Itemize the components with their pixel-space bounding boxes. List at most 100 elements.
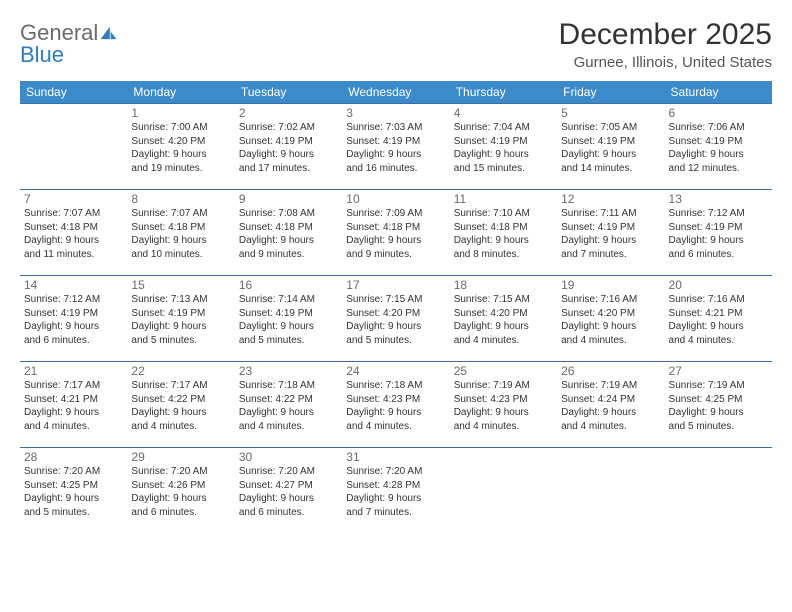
daylight-text-2: and 5 minutes. — [669, 420, 768, 434]
daylight-text-2: and 4 minutes. — [24, 420, 123, 434]
sunset-text: Sunset: 4:22 PM — [131, 393, 230, 407]
day-info: Sunrise: 7:07 AMSunset: 4:18 PMDaylight:… — [131, 207, 230, 261]
sunset-text: Sunset: 4:18 PM — [131, 221, 230, 235]
sunset-text: Sunset: 4:19 PM — [669, 221, 768, 235]
sunset-text: Sunset: 4:20 PM — [454, 307, 553, 321]
sunset-text: Sunset: 4:18 PM — [454, 221, 553, 235]
sunrise-text: Sunrise: 7:20 AM — [24, 465, 123, 479]
day-info: Sunrise: 7:16 AMSunset: 4:20 PMDaylight:… — [561, 293, 660, 347]
day-number: 17 — [346, 278, 445, 292]
sunset-text: Sunset: 4:18 PM — [346, 221, 445, 235]
calendar-day-cell: 15Sunrise: 7:13 AMSunset: 4:19 PMDayligh… — [127, 276, 234, 362]
day-number: 9 — [239, 192, 338, 206]
daylight-text-2: and 7 minutes. — [561, 248, 660, 262]
daylight-text-1: Daylight: 9 hours — [346, 234, 445, 248]
day-info: Sunrise: 7:05 AMSunset: 4:19 PMDaylight:… — [561, 121, 660, 175]
calendar-day-cell: 26Sunrise: 7:19 AMSunset: 4:24 PMDayligh… — [557, 362, 664, 448]
sunrise-text: Sunrise: 7:20 AM — [131, 465, 230, 479]
day-number: 12 — [561, 192, 660, 206]
sunset-text: Sunset: 4:20 PM — [346, 307, 445, 321]
day-number: 14 — [24, 278, 123, 292]
sunrise-text: Sunrise: 7:17 AM — [131, 379, 230, 393]
sunrise-text: Sunrise: 7:15 AM — [346, 293, 445, 307]
daylight-text-2: and 11 minutes. — [24, 248, 123, 262]
day-number: 6 — [669, 106, 768, 120]
sunrise-text: Sunrise: 7:06 AM — [669, 121, 768, 135]
calendar-day-cell: 14Sunrise: 7:12 AMSunset: 4:19 PMDayligh… — [20, 276, 127, 362]
sunset-text: Sunset: 4:19 PM — [131, 307, 230, 321]
day-info: Sunrise: 7:19 AMSunset: 4:25 PMDaylight:… — [669, 379, 768, 433]
calendar-empty-cell — [20, 104, 127, 190]
day-number: 4 — [454, 106, 553, 120]
day-info: Sunrise: 7:20 AMSunset: 4:27 PMDaylight:… — [239, 465, 338, 519]
calendar-day-cell: 3Sunrise: 7:03 AMSunset: 4:19 PMDaylight… — [342, 104, 449, 190]
daylight-text-1: Daylight: 9 hours — [239, 234, 338, 248]
daylight-text-2: and 4 minutes. — [561, 334, 660, 348]
calendar-day-cell: 20Sunrise: 7:16 AMSunset: 4:21 PMDayligh… — [665, 276, 772, 362]
sunrise-text: Sunrise: 7:05 AM — [561, 121, 660, 135]
day-number: 21 — [24, 364, 123, 378]
calendar-day-cell: 12Sunrise: 7:11 AMSunset: 4:19 PMDayligh… — [557, 190, 664, 276]
daylight-text-1: Daylight: 9 hours — [561, 234, 660, 248]
sunset-text: Sunset: 4:19 PM — [239, 135, 338, 149]
daylight-text-2: and 15 minutes. — [454, 162, 553, 176]
sunrise-text: Sunrise: 7:00 AM — [131, 121, 230, 135]
daylight-text-2: and 8 minutes. — [454, 248, 553, 262]
daylight-text-2: and 6 minutes. — [239, 506, 338, 520]
day-info: Sunrise: 7:16 AMSunset: 4:21 PMDaylight:… — [669, 293, 768, 347]
daylight-text-1: Daylight: 9 hours — [131, 234, 230, 248]
calendar-body: 1Sunrise: 7:00 AMSunset: 4:20 PMDaylight… — [20, 104, 772, 534]
daylight-text-1: Daylight: 9 hours — [454, 234, 553, 248]
sunset-text: Sunset: 4:19 PM — [346, 135, 445, 149]
daylight-text-1: Daylight: 9 hours — [24, 320, 123, 334]
daylight-text-1: Daylight: 9 hours — [669, 148, 768, 162]
sunrise-text: Sunrise: 7:12 AM — [669, 207, 768, 221]
day-info: Sunrise: 7:11 AMSunset: 4:19 PMDaylight:… — [561, 207, 660, 261]
day-number: 7 — [24, 192, 123, 206]
daylight-text-1: Daylight: 9 hours — [239, 406, 338, 420]
daylight-text-2: and 5 minutes. — [346, 334, 445, 348]
day-info: Sunrise: 7:17 AMSunset: 4:21 PMDaylight:… — [24, 379, 123, 433]
calendar-day-cell: 24Sunrise: 7:18 AMSunset: 4:23 PMDayligh… — [342, 362, 449, 448]
calendar-empty-cell — [665, 448, 772, 534]
sunrise-text: Sunrise: 7:20 AM — [346, 465, 445, 479]
sunset-text: Sunset: 4:21 PM — [669, 307, 768, 321]
daylight-text-1: Daylight: 9 hours — [561, 406, 660, 420]
day-info: Sunrise: 7:12 AMSunset: 4:19 PMDaylight:… — [669, 207, 768, 261]
calendar-day-cell: 21Sunrise: 7:17 AMSunset: 4:21 PMDayligh… — [20, 362, 127, 448]
daylight-text-1: Daylight: 9 hours — [239, 320, 338, 334]
daylight-text-2: and 5 minutes. — [24, 506, 123, 520]
sunset-text: Sunset: 4:27 PM — [239, 479, 338, 493]
calendar-week-row: 7Sunrise: 7:07 AMSunset: 4:18 PMDaylight… — [20, 190, 772, 276]
day-number: 13 — [669, 192, 768, 206]
daylight-text-1: Daylight: 9 hours — [454, 148, 553, 162]
daylight-text-2: and 7 minutes. — [346, 506, 445, 520]
weekday-header: Sunday — [20, 81, 127, 104]
sunrise-text: Sunrise: 7:15 AM — [454, 293, 553, 307]
sunrise-text: Sunrise: 7:07 AM — [24, 207, 123, 221]
day-info: Sunrise: 7:19 AMSunset: 4:23 PMDaylight:… — [454, 379, 553, 433]
day-info: Sunrise: 7:10 AMSunset: 4:18 PMDaylight:… — [454, 207, 553, 261]
calendar-day-cell: 17Sunrise: 7:15 AMSunset: 4:20 PMDayligh… — [342, 276, 449, 362]
daylight-text-1: Daylight: 9 hours — [239, 148, 338, 162]
sunrise-text: Sunrise: 7:13 AM — [131, 293, 230, 307]
daylight-text-1: Daylight: 9 hours — [454, 406, 553, 420]
calendar-day-cell: 11Sunrise: 7:10 AMSunset: 4:18 PMDayligh… — [450, 190, 557, 276]
day-number: 8 — [131, 192, 230, 206]
day-number: 23 — [239, 364, 338, 378]
day-number: 18 — [454, 278, 553, 292]
sunset-text: Sunset: 4:25 PM — [24, 479, 123, 493]
day-info: Sunrise: 7:03 AMSunset: 4:19 PMDaylight:… — [346, 121, 445, 175]
calendar-day-cell: 19Sunrise: 7:16 AMSunset: 4:20 PMDayligh… — [557, 276, 664, 362]
brand-part2: Blue — [20, 42, 64, 67]
calendar-day-cell: 7Sunrise: 7:07 AMSunset: 4:18 PMDaylight… — [20, 190, 127, 276]
day-number: 5 — [561, 106, 660, 120]
location-text: Gurnee, Illinois, United States — [559, 54, 772, 71]
day-info: Sunrise: 7:08 AMSunset: 4:18 PMDaylight:… — [239, 207, 338, 261]
calendar-day-cell: 10Sunrise: 7:09 AMSunset: 4:18 PMDayligh… — [342, 190, 449, 276]
sunrise-text: Sunrise: 7:18 AM — [239, 379, 338, 393]
sunrise-text: Sunrise: 7:16 AM — [561, 293, 660, 307]
sunset-text: Sunset: 4:25 PM — [669, 393, 768, 407]
sunset-text: Sunset: 4:22 PM — [239, 393, 338, 407]
weekday-header: Wednesday — [342, 81, 449, 104]
